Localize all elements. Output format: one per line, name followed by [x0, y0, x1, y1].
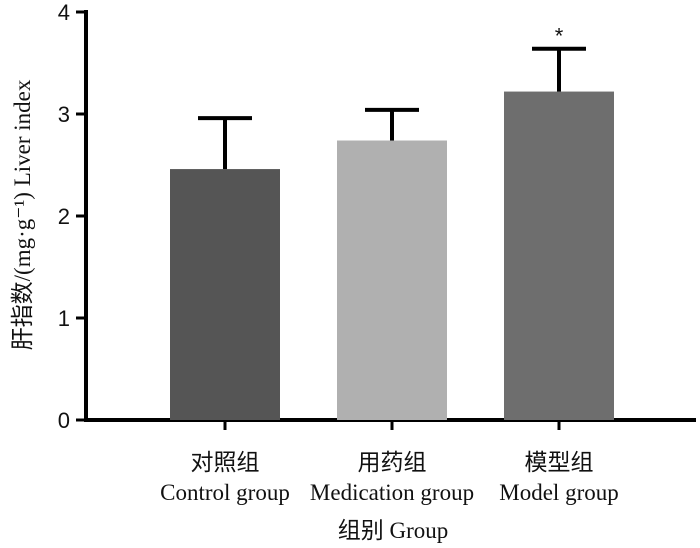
y-tick-label-0: 0 — [58, 408, 70, 433]
y-tick-label-2: 2 — [58, 204, 70, 229]
x-tick-label-en-1: Medication group — [310, 480, 474, 505]
y-ticks: 0 1 2 3 4 — [58, 0, 86, 433]
bar-2 — [504, 91, 614, 420]
bar-1 — [337, 140, 447, 420]
error-bars — [198, 46, 586, 170]
bars — [170, 91, 614, 420]
x-tick-labels: 对照组 Control group 用药组 Medication group 模型组 Mo… — [160, 420, 619, 505]
bar-0 — [170, 169, 280, 420]
y-axis-label: 肝指数/(mg·g⁻¹) Liver index — [10, 79, 35, 350]
y-tick-label-3: 3 — [58, 102, 70, 127]
x-tick-label-en-0: Control group — [160, 480, 290, 505]
y-tick-label-4: 4 — [58, 0, 70, 25]
significance-marks: * — [555, 24, 564, 49]
significance-mark-2: * — [555, 24, 564, 49]
x-axis-label: 组别 Group — [338, 518, 449, 543]
y-tick-label-1: 1 — [58, 306, 70, 331]
x-tick-label-cn-2: 模型组 — [525, 450, 594, 475]
x-tick-label-en-2: Model group — [499, 480, 618, 505]
x-tick-label-cn-0: 对照组 — [191, 450, 260, 475]
x-tick-label-cn-1: 用药组 — [358, 450, 427, 475]
